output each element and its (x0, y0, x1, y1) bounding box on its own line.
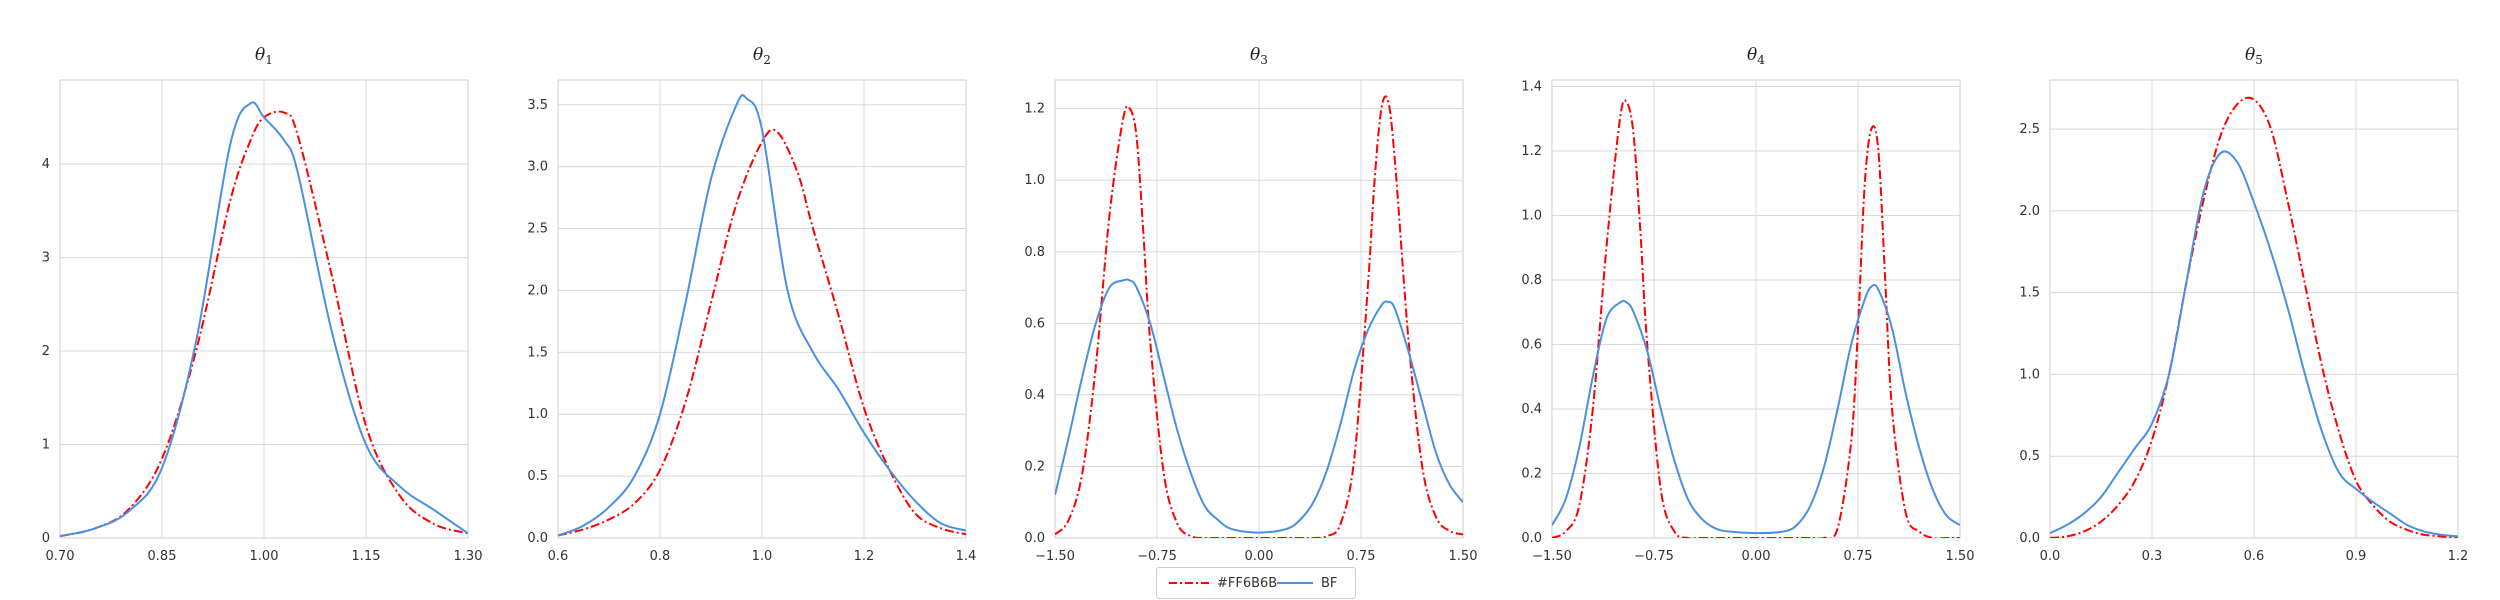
x-tick-label: 0.00 (1742, 549, 1771, 564)
plot-frame (59, 79, 469, 539)
panel-title: θ5 (2245, 45, 2263, 67)
y-tick-label: 1.2 (1521, 144, 1542, 159)
x-tick-label: 1.4 (956, 549, 977, 564)
y-tick-label: 1.2 (1024, 102, 1045, 117)
panel-title: θ2 (753, 45, 771, 67)
y-tick-label: 0.8 (1521, 273, 1542, 288)
legend-swatch-red (1169, 582, 1209, 584)
x-tick-label: 0.85 (148, 549, 177, 564)
x-tick-label: 0.8 (650, 549, 671, 564)
y-tick-label: 0.5 (2019, 449, 2040, 464)
y-tick-label: 0.0 (527, 531, 548, 546)
x-tick-label: 0.75 (1844, 549, 1873, 564)
x-tick-label: 0.0 (2040, 549, 2061, 564)
y-tick-label: 0.8 (1024, 245, 1045, 260)
plot-frame (2049, 79, 2459, 539)
series-line-red (1552, 99, 1960, 538)
y-tick-label: 3.5 (527, 98, 548, 113)
y-tick-label: 0.0 (1521, 531, 1542, 546)
x-tick-label: 1.15 (352, 549, 381, 564)
plot-frame (557, 79, 967, 539)
x-tick-label: 1.50 (1946, 549, 1975, 564)
x-tick-label: 0.9 (2346, 549, 2367, 564)
series-line-red (2050, 96, 2458, 538)
y-tick-label: 0.6 (1024, 316, 1045, 331)
y-tick-label: 2 (42, 344, 50, 359)
panel-4: −1.50 −0.75 0.00 0.75 1.50 0.0 0.2 0.4 0.6 0.8 1.0… (1521, 45, 1974, 564)
series-line-bf (2050, 150, 2458, 538)
y-tick-label: 3 (42, 251, 50, 266)
legend: #FF6B6B BF (1156, 567, 1356, 599)
series-line-red (1055, 95, 1463, 538)
y-tick-label: 0.0 (2019, 531, 2040, 546)
y-tick-label: 1.4 (1521, 79, 1542, 94)
y-tick-label: 2.0 (2019, 204, 2040, 219)
legend-swatch-bf (1277, 582, 1313, 584)
y-tick-label: 1.5 (2019, 286, 2040, 301)
panel-2: 0.6 0.8 1.0 1.2 1.4 0.0 0.5 1.0 1.5 2.0 2.5 3.0 3.5 θ… (527, 45, 976, 564)
series-line-bf (1055, 278, 1463, 534)
x-tick-label: 0.00 (1245, 549, 1274, 564)
x-tick-label: −1.50 (1035, 549, 1075, 564)
y-tick-label: 0.2 (1521, 466, 1542, 481)
x-tick-label: −0.75 (1634, 549, 1674, 564)
y-tick-label: 1.0 (1521, 208, 1542, 223)
plot-frame (1054, 79, 1464, 539)
x-tick-label: −0.75 (1137, 549, 1177, 564)
x-tick-label: 0.3 (2142, 549, 2163, 564)
y-tick-label: 0.5 (527, 469, 548, 484)
legend-label-red: #FF6B6B (1217, 575, 1278, 591)
x-tick-label: 0.6 (2244, 549, 2265, 564)
y-tick-label: 1 (42, 438, 50, 453)
x-tick-label: 1.0 (752, 549, 773, 564)
y-tick-label: 0 (42, 531, 50, 546)
panel-1: 0.70 0.85 1.00 1.15 1.30 0 1 2 3 4 θ1 (42, 45, 483, 564)
legend-item-bf: BF (1277, 568, 1337, 598)
y-tick-label: 3.0 (527, 160, 548, 175)
legend-item-red: #FF6B6B (1169, 568, 1277, 598)
panel-title: θ4 (1747, 45, 1765, 67)
y-tick-label: 0.6 (1521, 337, 1542, 352)
y-tick-label: 2.5 (527, 222, 548, 237)
panel-title: θ1 (255, 45, 273, 67)
series-line-red (558, 128, 966, 537)
y-tick-label: 0.4 (1521, 402, 1542, 417)
x-tick-label: 0.6 (548, 549, 569, 564)
panel-3: −1.50 −0.75 0.00 0.75 1.50 0.0 0.2 0.4 0.6 0.8 1.0… (1024, 45, 1477, 564)
x-tick-label: 0.75 (1347, 549, 1376, 564)
series-line-bf (60, 101, 468, 538)
legend-label-bf: BF (1321, 575, 1338, 591)
y-tick-label: 2.0 (527, 283, 548, 298)
y-tick-label: 0.0 (1024, 531, 1045, 546)
x-tick-label: 1.30 (454, 549, 483, 564)
y-tick-label: 1.0 (527, 407, 548, 422)
y-tick-label: 1.0 (1024, 173, 1045, 188)
x-tick-label: 0.70 (46, 549, 75, 564)
x-tick-label: 1.00 (250, 549, 279, 564)
panel-5: 0.0 0.3 0.6 0.9 1.2 0.0 0.5 1.0 1.5 2.0 2.5 θ5 (2019, 45, 2468, 564)
x-tick-label: 1.2 (854, 549, 875, 564)
x-tick-label: −1.50 (1532, 549, 1572, 564)
x-tick-label: 1.50 (1449, 549, 1478, 564)
y-tick-label: 0.4 (1024, 388, 1045, 403)
y-tick-label: 0.2 (1024, 459, 1045, 474)
series-line-bf (558, 94, 966, 537)
panel-title: θ3 (1250, 45, 1268, 67)
y-tick-label: 1.5 (527, 345, 548, 360)
x-tick-label: 1.2 (2448, 549, 2469, 564)
y-tick-label: 1.0 (2019, 367, 2040, 382)
series-line-bf (1552, 283, 1960, 535)
y-tick-label: 4 (42, 157, 50, 172)
y-tick-label: 2.5 (2019, 122, 2040, 137)
